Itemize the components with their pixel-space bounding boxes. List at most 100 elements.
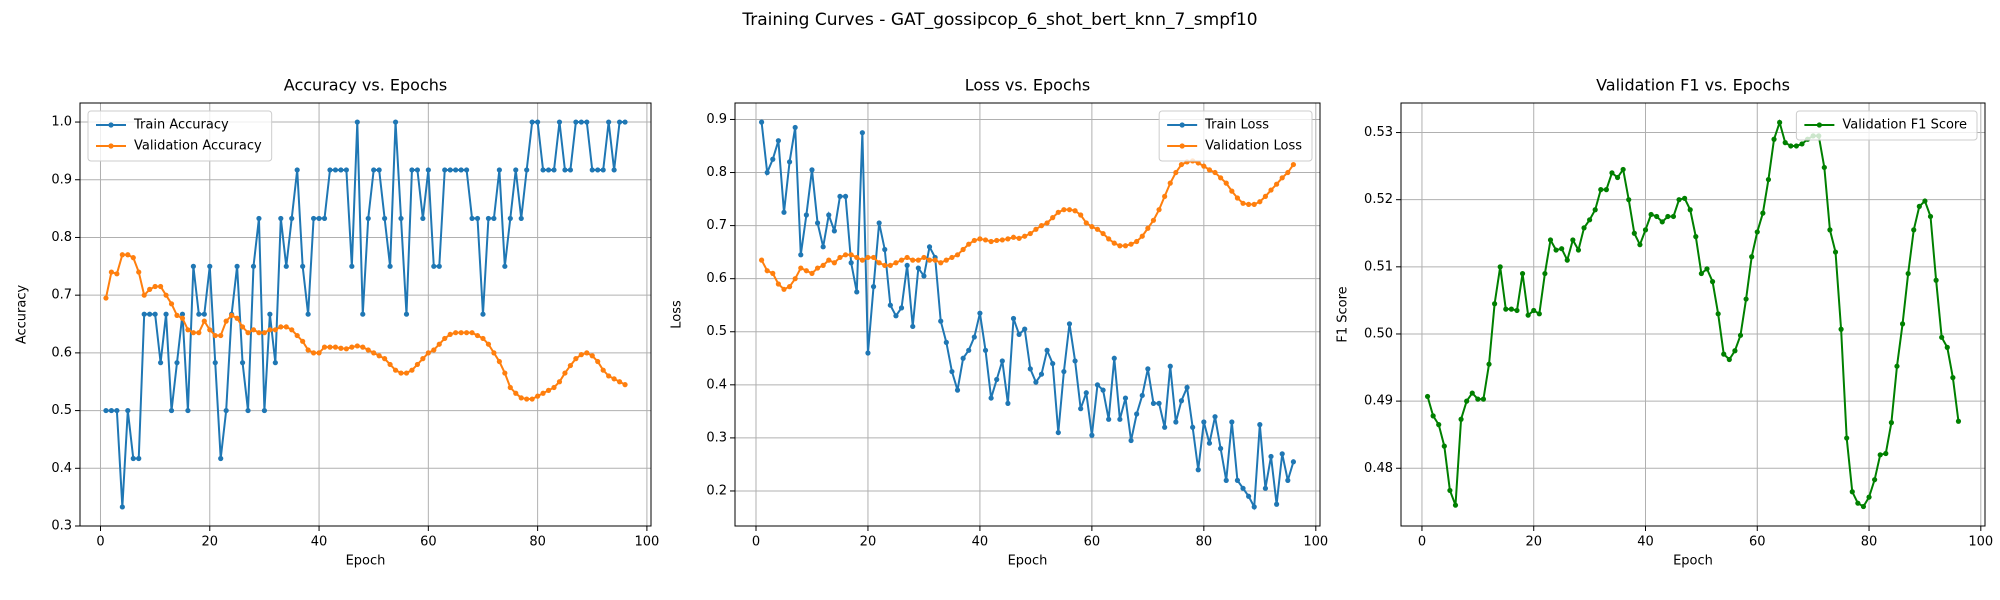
data-point xyxy=(887,302,893,308)
data-point xyxy=(103,295,109,301)
data-point xyxy=(491,350,497,356)
data-point xyxy=(809,270,815,276)
data-point xyxy=(910,257,916,263)
data-point xyxy=(1950,375,1956,381)
data-point xyxy=(1620,166,1626,173)
y-tick-label: 0.50 xyxy=(1364,326,1393,341)
data-point xyxy=(1279,451,1285,457)
data-point xyxy=(229,312,235,318)
data-point xyxy=(436,263,442,269)
data-point xyxy=(1441,443,1447,449)
data-point xyxy=(485,215,492,222)
data-point xyxy=(223,407,229,414)
data-point xyxy=(491,215,497,222)
data-point xyxy=(606,373,612,379)
y-tick-label: 0.51 xyxy=(1364,259,1393,274)
data-point xyxy=(988,395,994,401)
data-point xyxy=(1066,207,1073,213)
x-tick-label: 60 xyxy=(420,535,437,550)
data-point xyxy=(1218,445,1224,452)
data-point xyxy=(1262,193,1269,200)
data-point xyxy=(786,159,793,165)
data-point xyxy=(1704,266,1710,272)
data-point xyxy=(814,265,821,271)
data-point xyxy=(954,252,961,258)
data-point xyxy=(360,311,366,317)
legend-label: Validation F1 Score xyxy=(1842,118,1967,133)
data-point xyxy=(201,318,207,324)
data-point xyxy=(1492,301,1498,307)
data-point xyxy=(157,283,164,290)
y-tick-label: 0.6 xyxy=(51,345,72,360)
data-point xyxy=(1564,257,1570,263)
data-point xyxy=(436,341,442,347)
data-point xyxy=(622,382,628,388)
data-point xyxy=(1268,453,1274,460)
data-point xyxy=(1749,254,1755,260)
data-point xyxy=(403,311,410,317)
y-tick-label: 0.9 xyxy=(51,172,72,187)
data-point xyxy=(1866,494,1872,500)
data-point xyxy=(174,312,180,318)
data-point xyxy=(966,347,972,353)
data-point xyxy=(338,167,344,173)
data-point xyxy=(887,262,893,269)
data-point xyxy=(283,324,289,330)
data-point xyxy=(926,244,933,250)
data-point xyxy=(1005,400,1011,406)
data-point xyxy=(954,387,961,393)
data-point xyxy=(185,327,191,333)
axes-title: Validation F1 vs. Epochs xyxy=(1596,76,1790,95)
data-point xyxy=(1061,368,1067,375)
data-point xyxy=(1570,237,1576,243)
data-point xyxy=(289,327,295,333)
data-point xyxy=(775,138,781,144)
data-point xyxy=(316,215,322,222)
y-axis-label: Accuracy xyxy=(15,285,30,345)
data-point xyxy=(893,260,899,266)
data-point xyxy=(261,330,268,336)
data-point xyxy=(1178,161,1185,168)
data-point xyxy=(1486,361,1492,367)
data-point xyxy=(179,315,186,321)
y-tick-label: 0.8 xyxy=(706,165,727,180)
data-point xyxy=(770,270,776,276)
data-point xyxy=(1201,419,1207,425)
data-point xyxy=(529,396,535,402)
data-point xyxy=(1447,487,1453,494)
data-point xyxy=(327,167,333,173)
data-point xyxy=(442,167,448,173)
x-axis-label: Epoch xyxy=(346,554,386,569)
data-point xyxy=(904,254,910,261)
data-point xyxy=(474,215,481,222)
data-point xyxy=(820,262,826,269)
data-point xyxy=(1290,459,1297,465)
data-point xyxy=(1083,390,1089,396)
data-point xyxy=(1268,187,1274,193)
data-point xyxy=(999,237,1005,243)
data-point xyxy=(1687,207,1693,213)
data-point xyxy=(1078,212,1084,218)
data-point xyxy=(392,119,399,125)
y-tick-label: 0.4 xyxy=(706,377,727,392)
data-point xyxy=(1765,176,1772,183)
data-point xyxy=(1117,243,1123,249)
y-tick-label: 0.3 xyxy=(706,430,727,445)
data-point xyxy=(540,390,546,396)
data-point xyxy=(409,367,415,373)
data-point xyxy=(1240,200,1246,206)
data-point xyxy=(1782,140,1788,146)
data-point xyxy=(809,167,815,173)
legend-marker xyxy=(1179,122,1185,128)
data-point xyxy=(1855,500,1861,506)
data-point xyxy=(157,360,164,366)
data-point xyxy=(1642,227,1649,233)
data-point xyxy=(1777,119,1783,126)
data-point xyxy=(300,263,306,269)
data-point xyxy=(616,119,623,125)
data-point xyxy=(518,215,524,222)
data-point xyxy=(453,330,459,336)
data-point xyxy=(770,156,776,162)
x-tick-label: 40 xyxy=(972,535,989,550)
data-point xyxy=(854,289,860,295)
